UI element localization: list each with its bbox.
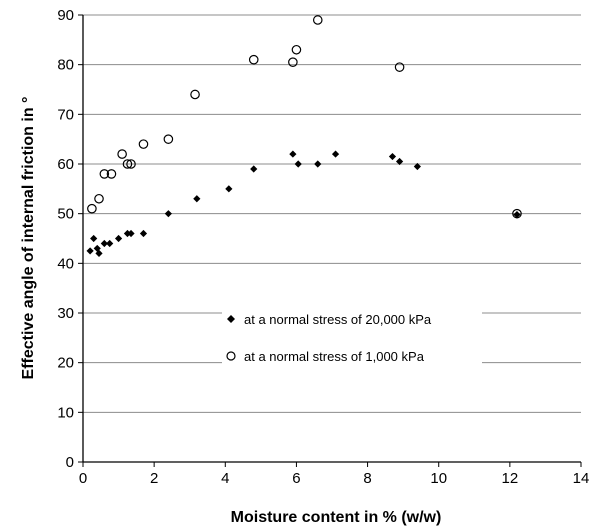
point-circle-8 <box>163 134 174 144</box>
x-tick-label-0: 0 <box>79 470 87 487</box>
x-tick-label-6: 6 <box>292 470 300 487</box>
point-circle-7 <box>138 139 149 149</box>
point-circle-14 <box>394 62 405 72</box>
y-tick-label-60: 60 <box>57 156 74 173</box>
y-tick-label-0: 0 <box>66 454 74 471</box>
point-diamond-8 <box>127 229 135 238</box>
point-diamond-4 <box>100 239 108 248</box>
point-circle-9 <box>190 89 200 100</box>
y-tick-labels: 0 10 20 30 40 50 60 70 80 90 <box>57 7 74 471</box>
point-diamond-14 <box>289 150 297 158</box>
point-diamond-16 <box>314 160 322 168</box>
point-circle-10 <box>248 54 259 65</box>
point-diamond-17 <box>331 150 340 158</box>
point-circle-0 <box>87 203 97 214</box>
y-tick-label-40: 40 <box>57 255 74 272</box>
legend-marker-circle <box>226 351 236 361</box>
legend-label-1000kpa: at a normal stress of 1,000 kPa <box>244 349 425 364</box>
point-diamond-6 <box>114 234 123 243</box>
point-diamond-3 <box>95 249 103 257</box>
x-tick-label-4: 4 <box>221 470 229 487</box>
point-diamond-1 <box>90 234 98 243</box>
point-diamond-9 <box>139 229 148 238</box>
x-tick-label-2: 2 <box>150 470 158 487</box>
point-diamond-10 <box>164 210 172 218</box>
point-diamond-0 <box>86 247 94 255</box>
y-axis-title: Effective angle of internal friction in … <box>20 97 37 380</box>
y-tick-label-10: 10 <box>57 404 74 421</box>
point-diamond-15 <box>294 160 302 168</box>
y-tick-label-30: 30 <box>57 305 74 322</box>
axes <box>78 14 582 467</box>
point-circle-15 <box>512 208 522 219</box>
point-circle-4 <box>117 149 127 159</box>
x-tick-label-12: 12 <box>502 470 519 487</box>
x-axis-title: Moisture content in % (w/w) <box>231 509 442 526</box>
point-diamond-11 <box>193 195 201 203</box>
point-diamond-13 <box>250 165 258 173</box>
point-circle-5 <box>122 159 133 169</box>
legend-label-20000kpa: at a normal stress of 20,000 kPa <box>244 312 432 327</box>
point-diamond-12 <box>225 185 233 193</box>
point-circle-6 <box>126 159 136 169</box>
y-tick-label-90: 90 <box>57 7 74 24</box>
legend-marker-diamond <box>227 315 235 323</box>
data-points <box>86 15 522 257</box>
point-diamond-18 <box>388 152 397 161</box>
point-circle-1 <box>94 193 104 204</box>
point-diamond-21 <box>513 211 521 219</box>
point-circle-2 <box>99 169 110 179</box>
point-circle-3 <box>106 169 117 179</box>
point-diamond-19 <box>395 157 404 166</box>
point-diamond-20 <box>413 162 421 171</box>
x-tick-label-14: 14 <box>573 470 590 487</box>
legend: at a normal stress of 20,000 kPa at a no… <box>222 300 482 376</box>
y-tick-label-80: 80 <box>57 57 74 74</box>
point-diamond-5 <box>106 239 114 248</box>
y-tick-label-70: 70 <box>57 106 74 123</box>
point-circle-11 <box>288 57 298 67</box>
x-tick-labels: 0 2 4 6 8 10 12 14 <box>79 470 590 487</box>
point-circle-12 <box>291 44 302 55</box>
legend-box <box>222 300 482 376</box>
y-tick-label-20: 20 <box>57 355 74 372</box>
point-circle-13 <box>312 15 323 25</box>
x-tick-label-8: 8 <box>363 470 371 487</box>
y-tick-label-50: 50 <box>57 206 74 223</box>
x-tick-label-10: 10 <box>430 470 447 487</box>
